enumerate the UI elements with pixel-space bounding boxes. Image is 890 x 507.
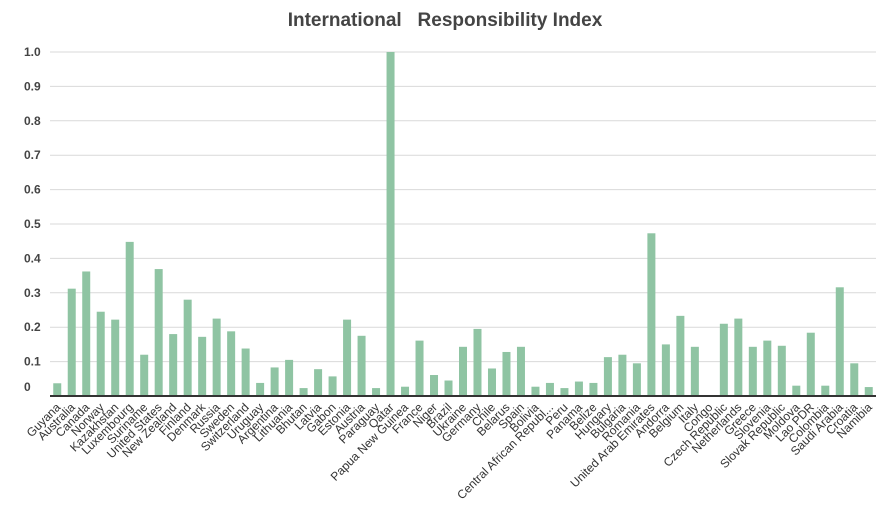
bar — [183, 299, 192, 396]
bar — [690, 346, 699, 396]
bar — [67, 288, 76, 396]
bar — [314, 369, 323, 396]
bar — [430, 375, 439, 396]
bar — [125, 241, 134, 396]
bar — [357, 335, 366, 396]
bar — [212, 318, 221, 396]
bar — [516, 346, 525, 396]
bar — [806, 332, 815, 396]
bar — [560, 388, 569, 396]
bar — [835, 287, 844, 396]
bar — [169, 334, 178, 396]
bar — [763, 340, 772, 396]
bar — [647, 233, 656, 396]
bar — [850, 363, 859, 396]
y-tick-label: 0.8 — [24, 114, 41, 128]
y-tick-label: 0.6 — [24, 183, 41, 197]
bar — [777, 345, 786, 396]
bar — [401, 386, 410, 396]
bar — [328, 376, 337, 396]
bar — [53, 383, 62, 396]
bar — [459, 346, 467, 396]
bar — [676, 315, 685, 396]
bar — [256, 382, 265, 396]
bar — [343, 319, 352, 396]
bar — [444, 380, 453, 396]
bars — [53, 52, 873, 396]
y-tick-label: 0.9 — [24, 79, 41, 93]
bar — [96, 311, 105, 396]
bar — [372, 388, 381, 396]
y-tick-label: 0.7 — [24, 148, 41, 162]
y-tick-label: 1.0 — [24, 45, 41, 59]
y-axis-ticks: 0 0.1 0.2 0.3 0.4 0.5 0.6 0.7 0.8 0.9 1.0 — [24, 45, 41, 394]
bar — [864, 387, 873, 396]
x-axis-labels: GuyanaAustraliaCanadaNorwayKazakhstanLux… — [24, 400, 875, 503]
bar — [270, 367, 279, 396]
bar — [140, 354, 149, 396]
bar — [227, 331, 236, 396]
y-tick-label: 0.5 — [24, 217, 41, 231]
bar — [386, 52, 395, 396]
bar — [734, 318, 743, 396]
bar — [531, 386, 540, 396]
bar — [299, 388, 308, 396]
bar — [748, 346, 757, 396]
bar — [487, 368, 496, 396]
y-tick-label: 0 — [24, 380, 31, 394]
bar — [821, 385, 830, 396]
bar — [792, 385, 801, 396]
bar — [632, 363, 641, 396]
bar — [415, 340, 424, 396]
y-tick-label: 0.1 — [24, 355, 41, 369]
bar — [502, 351, 511, 396]
bar — [82, 271, 91, 396]
bar — [545, 382, 554, 396]
bar — [661, 344, 670, 396]
bar — [589, 382, 598, 396]
bar — [285, 359, 294, 396]
bar — [603, 357, 612, 396]
bar — [241, 348, 250, 396]
y-tick-label: 0.4 — [24, 251, 41, 265]
bar — [473, 328, 482, 396]
bar — [154, 269, 163, 396]
bar — [111, 319, 120, 396]
bar — [198, 336, 207, 396]
chart-title: International Responsibility Index — [287, 10, 603, 31]
bar — [719, 323, 728, 396]
gridlines — [50, 51, 876, 363]
bar — [618, 354, 627, 396]
bar — [574, 381, 583, 396]
y-tick-label: 0.3 — [24, 286, 41, 300]
y-tick-label: 0.2 — [24, 320, 41, 334]
